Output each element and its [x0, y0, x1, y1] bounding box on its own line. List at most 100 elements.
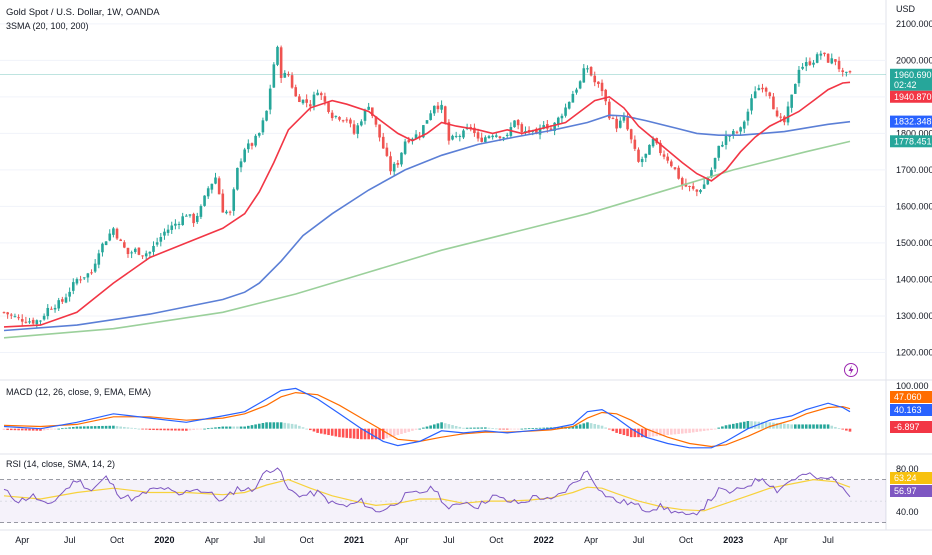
macd-legend-label[interactable]: MACD (12, 26, close, 9, EMA, EMA) — [6, 387, 151, 397]
macd-histogram-bar — [86, 426, 90, 429]
candle-body — [323, 96, 327, 102]
candle-body — [732, 130, 735, 135]
sma-legend-label[interactable]: 3SMA (20, 100, 200) — [6, 21, 89, 31]
macd-histogram-bar — [290, 423, 294, 429]
macd-histogram-bar — [334, 428, 338, 437]
macd-histogram-bar — [305, 428, 308, 430]
candle-body — [374, 116, 378, 125]
macd-histogram-bar — [593, 424, 597, 429]
candle-body — [239, 161, 243, 168]
macd-histogram-bar — [141, 428, 144, 430]
macd-histogram-bar — [108, 425, 112, 429]
time-tick-label: Jul — [443, 535, 455, 545]
candle-body — [93, 263, 97, 272]
macd-histogram-bar — [753, 421, 757, 429]
macd-histogram-bar — [272, 422, 276, 429]
candle-body — [790, 94, 793, 108]
candle-body — [480, 137, 483, 142]
macd-histogram-bar — [392, 428, 396, 437]
candle-body — [600, 82, 604, 92]
macd-histogram-bar — [352, 428, 356, 439]
candle-body — [279, 47, 283, 78]
currency-label: USD — [896, 4, 916, 14]
macd-histogram-bar — [710, 428, 713, 430]
candle-body — [848, 71, 852, 73]
price-scale[interactable]: 1200.000 1300.000 1400.000 1500.000 1600.000… — [890, 19, 932, 517]
macd-value-tag[interactable] — [890, 404, 932, 416]
symbol-title[interactable]: Gold Spot / U.S. Dollar, 1W, OANDA — [6, 7, 160, 18]
macd-histogram-bar — [757, 421, 761, 429]
macd-histogram-bar — [287, 423, 290, 429]
macd-histogram-bar — [236, 426, 239, 429]
sma-value-tag[interactable] — [890, 115, 932, 128]
candle-body — [75, 279, 79, 284]
macd-histogram-bar — [93, 426, 97, 429]
macd-histogram-bar — [374, 428, 378, 440]
macd-histogram-bar — [177, 428, 181, 431]
macd-value-tag[interactable] — [890, 391, 932, 403]
candle-body — [316, 92, 319, 96]
macd-value-tag[interactable] — [890, 421, 932, 433]
candle-body — [352, 124, 356, 134]
macd-histogram-bar — [721, 426, 724, 429]
macd-histogram-bar — [735, 423, 739, 429]
candle-body — [451, 135, 454, 140]
macd-histogram-bar — [830, 425, 834, 429]
price-tick-label: 1300.000 — [896, 311, 932, 321]
candle-body — [476, 132, 480, 139]
time-tick-label: Oct — [110, 535, 125, 545]
candle-body — [381, 136, 385, 149]
macd-histogram-bar — [276, 422, 279, 429]
candle-body — [724, 135, 728, 145]
candle-body — [174, 223, 177, 226]
candle-body — [195, 215, 199, 222]
macd-pane[interactable] — [2, 387, 852, 449]
macd-histogram-bar — [119, 426, 122, 429]
time-tick-label: Apr — [15, 535, 29, 545]
time-tick-label: 2020 — [154, 535, 174, 545]
price-pane[interactable] — [0, 45, 886, 377]
macd-histogram-bar — [422, 427, 425, 429]
candle-body — [17, 317, 20, 319]
candle-body — [739, 127, 742, 132]
candle-body — [801, 66, 804, 69]
candle-body — [721, 144, 724, 147]
current-price-tag-text: 1960.690 — [894, 70, 932, 80]
rsi-legend-label[interactable]: RSI (14, close, SMA, 14, 2) — [6, 459, 115, 469]
candle-body — [505, 134, 509, 136]
candle-body — [276, 46, 279, 65]
macd-histogram-bar — [225, 426, 228, 429]
candle-body — [717, 145, 721, 158]
macd-histogram-bar — [432, 424, 436, 429]
time-scale[interactable]: Apr Jul Oct 2020 Apr Jul Oct 2021 Apr Jul Oct 2022 A… — [15, 535, 834, 545]
macd-histogram-bar — [764, 422, 768, 429]
candle-body — [702, 184, 706, 189]
macd-histogram-bar — [319, 428, 323, 434]
rsi-pane[interactable] — [0, 467, 886, 524]
macd-histogram-bar — [524, 428, 527, 430]
macd-histogram-bar — [192, 428, 195, 430]
candle-body — [39, 320, 42, 322]
candle-body — [144, 253, 148, 257]
candle-body — [571, 93, 575, 103]
macd-histogram-bar — [363, 428, 367, 440]
macd-histogram-bar — [418, 428, 422, 430]
rsi-line — [3, 467, 851, 516]
candle-body — [64, 297, 68, 303]
macd-histogram-bar — [458, 426, 462, 429]
macd-histogram-bar — [597, 424, 600, 429]
macd-histogram-bar — [400, 428, 403, 434]
sma-value-tag[interactable] — [890, 135, 932, 148]
current-price-tag[interactable] — [890, 68, 932, 91]
macd-histogram-bar — [239, 426, 243, 429]
candle-body — [491, 135, 494, 138]
candle-body — [243, 149, 246, 162]
sma-value-tag[interactable] — [890, 90, 932, 103]
candle-body — [604, 89, 607, 102]
rsi-value-tag[interactable] — [890, 485, 932, 497]
candle-body — [392, 163, 396, 172]
macd-histogram-bar — [411, 428, 414, 431]
macd-histogram-bar — [46, 428, 50, 430]
rsi-ma-value-tag[interactable] — [890, 472, 932, 484]
macd-value-tag-text: 40.163 — [894, 405, 922, 415]
